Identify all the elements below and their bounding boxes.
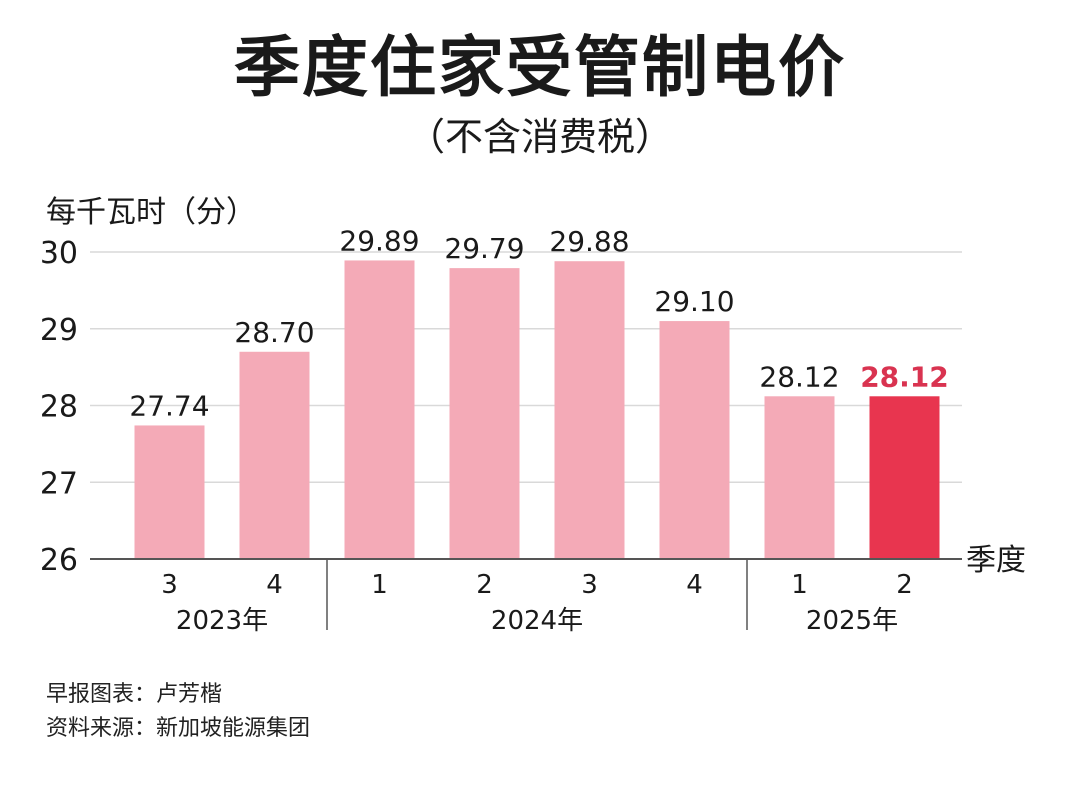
- x-tick-label: 2: [476, 570, 493, 600]
- bar-value-label: 28.12: [759, 360, 839, 393]
- year-group-label: 2025年: [806, 606, 898, 636]
- x-tick-label: 4: [266, 570, 283, 600]
- y-tick-label: 27: [40, 466, 78, 501]
- x-tick-label: 3: [581, 570, 598, 600]
- bar-value-label: 29.88: [549, 225, 629, 258]
- y-tick-label: 29: [40, 313, 78, 348]
- bar: [134, 425, 205, 559]
- bar-value-label: 28.12: [860, 360, 949, 393]
- chart-subtitle: （不含消费税）: [406, 115, 673, 159]
- data-source: 资料来源：新加坡能源集团: [46, 716, 311, 741]
- bar-value-label: 27.74: [129, 389, 209, 422]
- bar: [764, 396, 835, 559]
- x-tick-label: 3: [161, 570, 178, 600]
- y-tick-label: 30: [40, 236, 78, 271]
- x-tick-label: 2: [896, 570, 913, 600]
- bar: [449, 268, 520, 559]
- bar-value-label: 29.10: [654, 285, 734, 318]
- y-axis-label: 每千瓦时（分）: [46, 195, 256, 230]
- x-tick-label: 1: [791, 570, 808, 600]
- chart-credit: 早报图表：卢芳楷: [46, 682, 223, 707]
- year-group-label: 2024年: [491, 606, 583, 636]
- bar: [554, 261, 625, 559]
- x-tick-label: 1: [371, 570, 388, 600]
- x-tick-label: 4: [686, 570, 703, 600]
- y-tick-label: 26: [40, 543, 78, 578]
- bar: [344, 260, 415, 559]
- year-group-label: 2023年: [176, 606, 268, 636]
- bar-value-label: 28.70: [234, 316, 314, 349]
- x-axis-label: 季度: [966, 543, 1026, 578]
- y-tick-label: 28: [40, 390, 78, 425]
- bar-value-label: 29.79: [444, 232, 524, 265]
- bar: [659, 321, 730, 559]
- chart-title: 季度住家受管制电价: [234, 29, 846, 106]
- bar-value-label: 29.89: [339, 224, 419, 257]
- bar: [239, 351, 310, 559]
- bar: [869, 396, 940, 559]
- bar-chart: 每千瓦时（分） 26 27 28 29 30 27.74 28.70 29.89 29.79 29.…: [40, 195, 1026, 636]
